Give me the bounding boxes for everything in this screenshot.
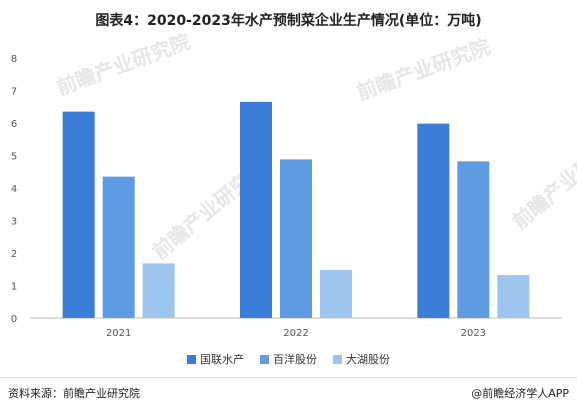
chart-title: 图表4：2020-2023年水产预制菜企业生产情况(单位：万吨) (95, 13, 482, 29)
legend-swatch (260, 354, 269, 364)
legend-swatch (187, 354, 196, 364)
bar-2022-2 (280, 159, 312, 318)
y-tick-label: 5 (11, 152, 17, 163)
bar-2022-3 (320, 269, 352, 318)
bar-2021-2 (102, 176, 135, 318)
source-note: 资料来源：前瞻产业研究院 (8, 387, 140, 400)
y-tick-label: 4 (11, 184, 17, 195)
y-tick-label: 6 (11, 119, 17, 130)
y-tick-label: 1 (11, 282, 17, 293)
bar-2023-2 (457, 161, 490, 318)
bar-2023-3 (497, 275, 530, 318)
y-tick-label: 3 (11, 217, 17, 228)
footer-divider (0, 377, 577, 378)
y-tick-label: 0 (11, 314, 17, 325)
legend-item: 大湖股份 (333, 351, 390, 367)
legend-item: 百洋股份 (260, 351, 317, 367)
legend-label: 国联水产 (200, 353, 244, 366)
y-tick-label: 8 (11, 54, 17, 65)
legend-swatch (333, 354, 342, 364)
bar-2021-1 (62, 111, 95, 318)
legend-item: 国联水产 (187, 351, 244, 367)
watermark-text: 前瞻产业研究院 (54, 29, 194, 99)
x-tick-label: 2023 (461, 328, 486, 339)
y-tick-label: 2 (11, 249, 17, 260)
y-tick-label: 7 (11, 87, 17, 98)
bar-2022-1 (240, 101, 272, 318)
watermark-text: 前瞻产业研究院 (508, 125, 577, 233)
credit-note: @前瞻经济学人APP (471, 387, 569, 400)
legend-label: 百洋股份 (273, 353, 317, 366)
bar-2021-3 (142, 263, 175, 318)
legend-label: 大湖股份 (346, 353, 390, 366)
x-tick-label: 2022 (283, 328, 308, 339)
bar-2023-1 (417, 123, 450, 319)
chart-legend: 国联水产 百洋股份 大湖股份 (0, 351, 577, 367)
watermark-text: 前瞻产业研究院 (354, 34, 494, 104)
x-tick-label: 2021 (106, 328, 131, 339)
